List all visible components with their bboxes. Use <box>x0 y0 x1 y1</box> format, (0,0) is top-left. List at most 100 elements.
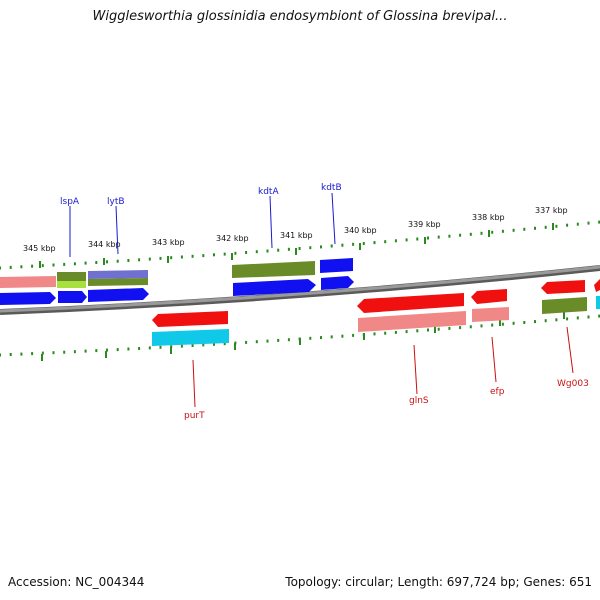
minor-tick <box>469 325 472 329</box>
lower-tick-ruler <box>0 314 600 357</box>
forward-gene-arrow[interactable] <box>321 276 354 290</box>
minor-tick <box>63 262 66 266</box>
minor-tick <box>255 340 258 344</box>
leader-line <box>269 195 273 249</box>
gene-label[interactable]: purT <box>184 411 205 421</box>
leader-line <box>491 336 497 383</box>
reverse-gene-arrow[interactable] <box>471 289 507 304</box>
reverse-gene-arrow[interactable] <box>594 279 600 292</box>
minor-tick <box>116 259 119 263</box>
minor-tick <box>170 345 173 349</box>
minor-tick <box>180 344 183 348</box>
minor-tick <box>405 330 408 334</box>
rna-feature[interactable] <box>57 272 86 281</box>
tick-label: 342 kbp <box>216 234 249 243</box>
minor-tick <box>384 331 387 335</box>
reverse-gene-arrow[interactable] <box>357 293 464 313</box>
leader-line <box>331 192 336 245</box>
leader-line <box>115 205 119 255</box>
forward-gene-arrow[interactable] <box>0 292 56 305</box>
minor-tick <box>95 261 98 264</box>
cyan-feature[interactable] <box>596 296 600 309</box>
gene-label[interactable]: lspA <box>60 197 80 207</box>
leader-line <box>566 326 574 374</box>
minor-tick <box>127 259 130 262</box>
forward-gene-arrow[interactable] <box>88 288 149 302</box>
reverse-gene-arrow[interactable] <box>541 280 585 294</box>
minor-tick <box>95 349 98 353</box>
minor-tick <box>106 348 108 352</box>
minor-tick <box>587 315 590 319</box>
minor-tick <box>116 348 119 352</box>
accession-label: Accession: NC_004344 <box>8 575 145 589</box>
minor-tick <box>448 234 451 238</box>
gene-label[interactable]: lytB <box>107 197 125 207</box>
pink-feature[interactable] <box>472 307 509 322</box>
light-green-feature[interactable] <box>57 281 86 288</box>
gene-label[interactable]: efp <box>490 387 505 397</box>
minor-tick <box>255 250 258 254</box>
purple-feature[interactable] <box>88 270 148 279</box>
minor-tick <box>245 340 248 344</box>
minor-tick <box>534 226 536 230</box>
tick-labels: 345 kbp 344 kbp 343 kbp 342 kbp 341 kbp … <box>23 206 568 253</box>
pink-feature[interactable] <box>0 276 56 288</box>
minor-tick <box>427 236 429 240</box>
rna-feature[interactable] <box>542 297 587 314</box>
minor-tick <box>84 349 87 353</box>
minor-tick <box>320 336 322 340</box>
minor-tick <box>159 256 162 260</box>
leader-line <box>192 359 196 408</box>
gene-label[interactable]: kdtB <box>321 183 342 193</box>
tick-label: 341 kbp <box>280 231 313 240</box>
pink-feature[interactable] <box>358 311 466 332</box>
minor-tick <box>223 342 226 346</box>
minor-tick <box>437 235 440 239</box>
minor-tick <box>512 228 515 232</box>
minor-tick <box>320 245 322 249</box>
rna-feature[interactable] <box>88 278 148 286</box>
minor-tick <box>52 351 55 355</box>
backbone <box>0 265 600 313</box>
rna-feature[interactable] <box>232 261 315 278</box>
minor-tick <box>523 227 526 231</box>
minor-tick <box>148 346 151 350</box>
forward-gene-feature[interactable] <box>320 258 353 273</box>
reverse-gene-arrow[interactable] <box>152 311 228 327</box>
minor-tick <box>405 238 408 242</box>
page-title: Wigglesworthia glossinidia endosymbiont … <box>92 9 508 24</box>
minor-tick <box>512 321 515 325</box>
minor-tick <box>598 220 600 224</box>
minor-tick <box>330 244 333 248</box>
minor-tick <box>287 338 290 342</box>
gene-label[interactable]: glnS <box>409 396 429 406</box>
minor-tick <box>31 352 34 356</box>
minor-tick <box>138 347 141 350</box>
minor-tick <box>362 242 365 245</box>
minor-tick <box>9 353 12 356</box>
minor-tick <box>566 223 569 227</box>
minor-tick <box>52 263 55 267</box>
minor-tick <box>330 335 333 339</box>
minor-tick <box>191 254 194 258</box>
gene-label[interactable]: kdtA <box>258 187 279 197</box>
minor-tick <box>159 345 162 349</box>
forward-gene-arrow[interactable] <box>58 291 87 303</box>
forward-gene-arrow[interactable] <box>233 279 316 296</box>
minor-tick <box>341 243 344 247</box>
minor-tick <box>501 322 504 326</box>
minor-tick <box>9 265 12 269</box>
major-ticks-upper <box>39 223 554 268</box>
minor-tick <box>437 327 440 331</box>
cyan-feature[interactable] <box>152 329 229 346</box>
minor-tick <box>501 229 504 233</box>
minor-tick <box>170 256 173 260</box>
minor-tick <box>566 317 569 321</box>
minor-tick <box>127 347 130 351</box>
gene-label[interactable]: Wg003 <box>557 379 589 389</box>
minor-tick <box>587 221 590 225</box>
minor-tick <box>84 261 87 265</box>
tick-label: 338 kbp <box>472 213 505 222</box>
minor-tick <box>223 252 226 256</box>
tick-label: 344 kbp <box>88 240 121 249</box>
